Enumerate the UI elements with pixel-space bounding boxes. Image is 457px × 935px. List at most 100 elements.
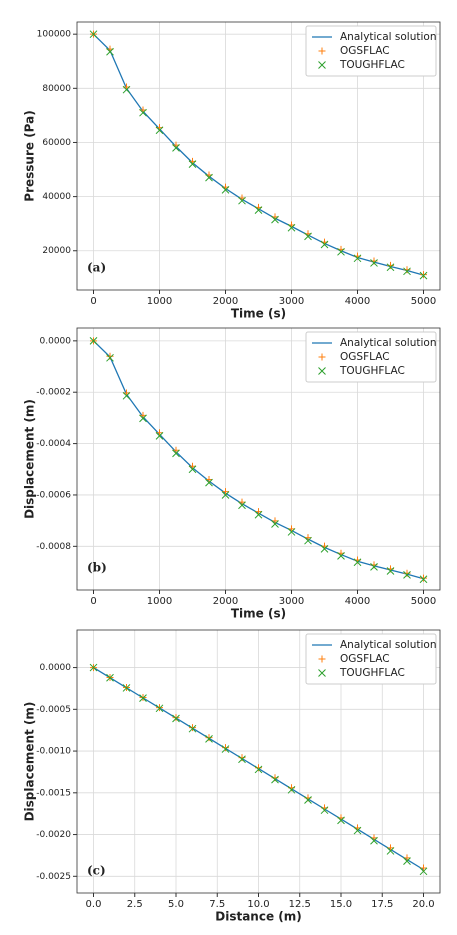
legend-label: Analytical solution <box>340 337 436 349</box>
y-tick-label: -0.0004 <box>36 439 71 449</box>
y-tick-label: -0.0025 <box>36 872 71 882</box>
x-axis-title: Time (s) <box>231 607 286 621</box>
marker <box>271 517 279 525</box>
marker <box>320 806 329 815</box>
y-tick-label: -0.0020 <box>36 830 71 840</box>
legend-label: OGSFLAC <box>340 653 390 665</box>
x-tick-label: 5.0 <box>168 899 184 910</box>
marker <box>304 536 312 545</box>
marker <box>419 575 428 584</box>
x-tick-label: 0 <box>90 296 96 307</box>
x-axis-title: Time (s) <box>231 307 286 321</box>
marker <box>122 85 131 94</box>
marker <box>403 854 411 862</box>
marker <box>370 563 378 571</box>
y-tick-label: 0.0000 <box>40 336 72 346</box>
x-tick-label: 4000 <box>345 596 370 607</box>
legend-box <box>305 633 437 685</box>
y-tick-label: -0.0008 <box>36 542 71 552</box>
legend-box <box>305 25 437 77</box>
panel: 0.0 2.5 5.0 7.5 10.0 12.5 15.0 17.5 20.0 -0.0025 -… <box>23 629 441 924</box>
marker <box>122 391 131 400</box>
marker <box>238 498 246 506</box>
marker <box>89 663 98 672</box>
x-tick-label: 4000 <box>345 296 370 307</box>
marker <box>139 108 147 117</box>
marker <box>189 462 196 470</box>
marker <box>337 247 345 256</box>
marker <box>238 501 246 510</box>
marker <box>139 414 147 423</box>
marker <box>254 206 263 214</box>
marker <box>370 259 378 267</box>
legend-label: Analytical solution <box>340 31 436 43</box>
y-tick-label: -0.0010 <box>36 747 71 757</box>
marker <box>353 254 362 263</box>
marker <box>288 525 295 533</box>
plot-frame <box>76 327 441 591</box>
marker <box>386 847 395 855</box>
y-tick-label: -0.0006 <box>36 490 71 500</box>
marker <box>155 704 164 713</box>
marker <box>419 867 428 876</box>
marker <box>403 569 411 577</box>
legend-handle <box>318 61 326 69</box>
y-tick-label: -0.0005 <box>36 705 71 715</box>
marker <box>155 126 164 135</box>
marker <box>271 520 279 528</box>
legend-handle <box>318 353 326 361</box>
marker <box>106 47 114 56</box>
x-tick-label: 10.0 <box>247 899 269 910</box>
marker <box>172 714 180 723</box>
x-tick-label: 0.0 <box>86 899 102 910</box>
marker <box>370 836 378 845</box>
x-tick-label: 12.5 <box>289 899 311 910</box>
y-tick-label: -0.0015 <box>36 788 71 798</box>
legend-handle <box>318 367 326 375</box>
marker <box>205 173 213 182</box>
marker <box>122 684 131 692</box>
marker <box>353 826 362 835</box>
marker <box>320 240 329 249</box>
x-tick-label: 1000 <box>147 296 172 307</box>
marker <box>155 432 164 440</box>
marker <box>420 271 427 279</box>
marker <box>304 534 312 542</box>
y-tick-label: 20000 <box>42 246 71 256</box>
x-tick-label: 0 <box>90 596 96 607</box>
marker <box>403 570 411 579</box>
panel: 0 1000 2000 3000 4000 5000 20000 40000 60000 8000… <box>23 21 441 321</box>
marker <box>304 232 312 241</box>
marker <box>271 775 279 784</box>
x-tick-label: 2000 <box>213 596 238 607</box>
marker <box>205 734 213 742</box>
y-tick-label: 0.0000 <box>40 663 72 673</box>
y-tick-label: 80000 <box>42 84 71 94</box>
marker <box>205 478 213 487</box>
marker <box>188 724 197 733</box>
marker <box>172 446 180 454</box>
x-tick-label: 3000 <box>279 596 304 607</box>
x-tick-label: 5000 <box>411 296 436 307</box>
x-axis-title: Distance (m) <box>215 910 302 924</box>
marker <box>238 755 246 764</box>
x-tick-label: 1000 <box>147 596 172 607</box>
x-tick-label: 5000 <box>411 596 436 607</box>
x-tick-label: 2000 <box>213 296 238 307</box>
marker <box>287 223 296 232</box>
y-axis-title: Pressure (Pa) <box>23 110 37 201</box>
marker <box>172 449 180 458</box>
marker <box>106 352 114 360</box>
marker <box>420 574 427 582</box>
legend-label: Analytical solution <box>340 639 436 651</box>
marker <box>172 714 180 722</box>
y-axis-title: Displacement (m) <box>23 702 37 822</box>
marker <box>89 336 98 345</box>
x-tick-label: 15.0 <box>330 899 352 910</box>
marker <box>221 491 230 499</box>
marker <box>403 267 411 276</box>
x-tick-label: 17.5 <box>371 899 393 910</box>
marker <box>222 744 229 752</box>
marker <box>205 476 213 484</box>
marker <box>287 785 296 794</box>
